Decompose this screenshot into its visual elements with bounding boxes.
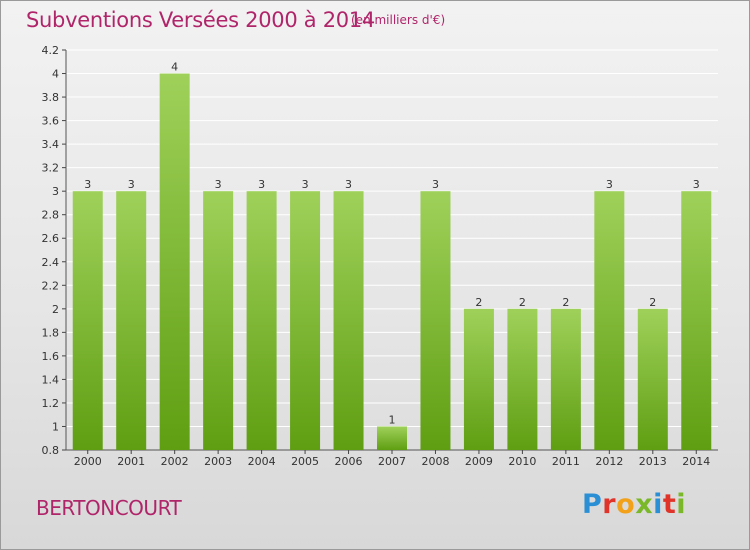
bar-2012 (594, 191, 625, 451)
data-label: 3 (84, 178, 91, 191)
y-tick-label: 3.2 (42, 162, 60, 175)
y-tick-label: 4.2 (42, 44, 60, 57)
bar-2013 (637, 308, 668, 450)
logo-letter: P (582, 489, 603, 520)
y-tick-label: 3.4 (42, 138, 60, 151)
logo-letter: i (676, 489, 687, 520)
bar-2009 (463, 308, 494, 450)
bar-2004 (246, 191, 277, 451)
x-tick-label: 2014 (682, 455, 710, 468)
commune-name: BERTONCOURT (36, 496, 182, 520)
bar-2007 (377, 426, 407, 450)
data-label: 3 (606, 178, 613, 191)
data-label: 3 (693, 178, 700, 191)
bar-2000 (72, 191, 103, 451)
x-tick-label: 2005 (291, 455, 319, 468)
logo-letter: i (653, 489, 663, 520)
y-tick-label: 3.8 (42, 91, 60, 104)
x-tick-label: 2006 (335, 455, 363, 468)
x-tick-label: 2010 (508, 455, 536, 468)
y-tick-label: 2 (52, 303, 59, 316)
data-label: 3 (258, 178, 265, 191)
x-tick-label: 2013 (639, 455, 667, 468)
y-tick-label: 2.8 (42, 209, 60, 222)
bar-2005 (290, 191, 321, 451)
y-tick-label: 0.8 (42, 444, 60, 457)
proxiti-logo[interactable]: Proxiti (582, 489, 686, 520)
y-tick-label: 2.6 (42, 232, 60, 245)
x-tick-label: 2004 (248, 455, 276, 468)
logo-letter: t (662, 489, 677, 520)
y-tick-label: 1.8 (42, 326, 60, 339)
data-label: 2 (562, 296, 569, 309)
data-label: 3 (302, 178, 309, 191)
labels: 0.8 1 1.2 1.4 1.6 1.8 2 2.2 2.4 2.6 2.8 3 3.2 3.4 3.6 3… (42, 44, 711, 468)
data-label: 4 (171, 61, 178, 74)
chart-title: Subventions Versées 2000 à 2014 (26, 8, 375, 32)
logo-letter: x (635, 489, 654, 520)
x-tick-label: 2001 (117, 455, 145, 468)
bars (72, 73, 712, 451)
y-tick-label: 3 (52, 185, 59, 198)
bar-2003 (203, 191, 234, 451)
x-tick-label: 2012 (595, 455, 623, 468)
chart-subtitle: (en milliers d'€) (351, 13, 446, 27)
bar-2006 (333, 191, 364, 451)
y-tick-label: 4 (52, 68, 59, 81)
bar-2002 (159, 73, 190, 450)
bar-2011 (550, 308, 581, 450)
x-tick-label: 2002 (161, 455, 189, 468)
y-tick-label: 1.2 (42, 397, 60, 410)
y-tick-label: 3.6 (42, 115, 60, 128)
x-tick-label: 2008 (421, 455, 449, 468)
y-tick-label: 1 (52, 420, 59, 433)
data-label: 3 (432, 178, 439, 191)
x-tick-label: 2000 (74, 455, 102, 468)
data-label: 2 (519, 296, 526, 309)
data-label: 1 (389, 413, 396, 426)
logo-letter: r (602, 489, 617, 520)
x-tick-label: 2003 (204, 455, 232, 468)
y-tick-label: 2.2 (42, 279, 60, 292)
y-tick-label: 1.4 (42, 373, 60, 386)
data-label: 2 (649, 296, 656, 309)
data-label: 2 (475, 296, 482, 309)
x-tick-label: 2009 (465, 455, 493, 468)
bar-2001 (116, 191, 147, 451)
data-label: 3 (215, 178, 222, 191)
y-tick-label: 2.4 (42, 256, 60, 269)
bar-2014 (681, 191, 712, 451)
y-tick-label: 1.6 (42, 350, 60, 363)
bar-2008 (420, 191, 451, 451)
x-tick-label: 2007 (378, 455, 406, 468)
logo-letter: o (616, 489, 636, 520)
x-tick-label: 2011 (552, 455, 580, 468)
data-label: 3 (128, 178, 135, 191)
data-label: 3 (345, 178, 352, 191)
bar-2010 (507, 308, 538, 450)
